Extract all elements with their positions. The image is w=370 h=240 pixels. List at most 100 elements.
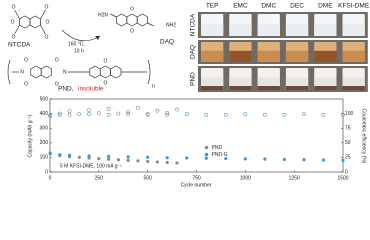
efficiency-point: [341, 112, 345, 117]
bracket-left: [7, 59, 11, 85]
efficiency-point: [155, 108, 160, 113]
y-tick-label: 200: [40, 140, 49, 146]
vial-liquid: [285, 50, 309, 62]
solvent-label: DME: [318, 3, 333, 10]
efficiency-point: [87, 112, 91, 117]
efficiency-point: [165, 111, 170, 115]
capacity-point: [107, 157, 111, 161]
solvent-label: TEP: [206, 3, 219, 10]
efficiency-point: [116, 111, 121, 116]
solvent-label: DEC: [290, 3, 304, 10]
condition-time: 10 h: [74, 48, 84, 54]
vial-liquid: [201, 23, 224, 36]
y2-tick-label: 100: [345, 111, 354, 117]
sediment: [342, 86, 365, 90]
reaction-arrow: [61, 29, 101, 42]
efficiency-point: [126, 112, 131, 117]
photo-grid: TEP EMC DMC DEC DME KFSI-DME NTCDA DAQ PND: [190, 3, 370, 92]
capacity-point: [155, 160, 160, 164]
capacity-point: [224, 156, 228, 161]
atom-label: O: [55, 57, 59, 63]
atom-label: O: [44, 34, 48, 40]
y2-axis-label: Coulombic efficiency (%): [361, 109, 367, 164]
capacity-point: [87, 154, 91, 158]
efficiency-point: [282, 112, 287, 117]
capacity-point: [302, 158, 306, 162]
capacity-point: [341, 158, 345, 162]
sediment: [314, 86, 337, 90]
efficiency-point: [302, 112, 306, 117]
efficiency-point: [67, 109, 72, 114]
capacity-point: [97, 156, 101, 161]
atom-label: O: [103, 80, 107, 86]
sediment: [201, 86, 224, 90]
efficiency-point: [96, 111, 101, 115]
condition-annotation: 5 M KFSI-DME, 100 mA g⁻¹: [60, 163, 122, 169]
capacity-point: [165, 160, 169, 165]
efficiency-point: [77, 112, 82, 117]
efficiency-point: [57, 111, 62, 116]
y-axis-label: Capacity (mAh g⁻¹): [27, 114, 33, 157]
capacity-point: [146, 155, 150, 159]
amine-right: NH2: [166, 22, 176, 28]
capacity-point: [126, 158, 130, 162]
y2-tick-label: 50: [345, 140, 351, 146]
atom-label: N: [63, 69, 67, 75]
x-tick-label: 0: [49, 175, 52, 181]
vial-liquid: [285, 23, 309, 36]
efficiency-point: [106, 112, 111, 117]
x-tick-label: 750: [192, 175, 201, 181]
photo-background: [198, 12, 368, 38]
atom-label: O: [103, 58, 107, 64]
x-tick-label: 1000: [240, 175, 251, 181]
ring: [99, 65, 111, 79]
ring: [110, 65, 122, 79]
vial-liquid: [229, 50, 252, 62]
row-label: NTCDA: [190, 13, 197, 36]
bond: [14, 24, 20, 35]
solvent-label: DMC: [261, 3, 276, 10]
capacity-point: [58, 153, 62, 157]
y-tick-label: 100: [40, 155, 49, 161]
atom-label: O: [24, 57, 28, 63]
row-label: DAQ: [190, 45, 197, 59]
efficiency-point: [223, 112, 228, 117]
x-tick-label: 1500: [337, 175, 348, 181]
capacity-point: [146, 159, 150, 164]
plot-frame: [49, 98, 344, 173]
product-note: insoluble: [78, 86, 104, 93]
bond: [14, 9, 20, 20]
x-tick-label: 500: [143, 175, 152, 181]
capacity-point: [165, 156, 169, 160]
vial-liquid: [314, 23, 337, 36]
capacity-point: [282, 157, 286, 162]
condition-temperature: 160 °C,: [68, 41, 85, 47]
efficiency-point: [57, 112, 62, 117]
ring: [19, 15, 31, 29]
efficiency-point: [48, 113, 53, 118]
atom-label: O: [12, 4, 16, 10]
sediment: [285, 86, 309, 90]
atom-label: O: [45, 19, 49, 25]
amine-left: H2N: [98, 12, 108, 18]
atom-label: O: [11, 19, 15, 25]
y-tick-label: 300: [40, 126, 49, 132]
atom-label: O: [44, 4, 48, 10]
vial-liquid: [314, 50, 337, 62]
efficiency-point: [106, 107, 111, 111]
ring: [136, 13, 148, 27]
x-tick-label: 250: [95, 175, 104, 181]
efficiency-point: [126, 109, 131, 114]
y-tick-label: 500: [40, 96, 49, 102]
capacity-point: [107, 154, 111, 158]
ring: [40, 65, 52, 79]
capacity-point: [67, 153, 72, 157]
solvent-label: EMC: [233, 3, 248, 10]
ring: [30, 65, 42, 79]
atom-label: O: [130, 28, 134, 34]
bond: [147, 22, 154, 27]
photo-background: [198, 66, 368, 92]
bond: [110, 13, 117, 18]
capacity-point: [175, 161, 179, 165]
